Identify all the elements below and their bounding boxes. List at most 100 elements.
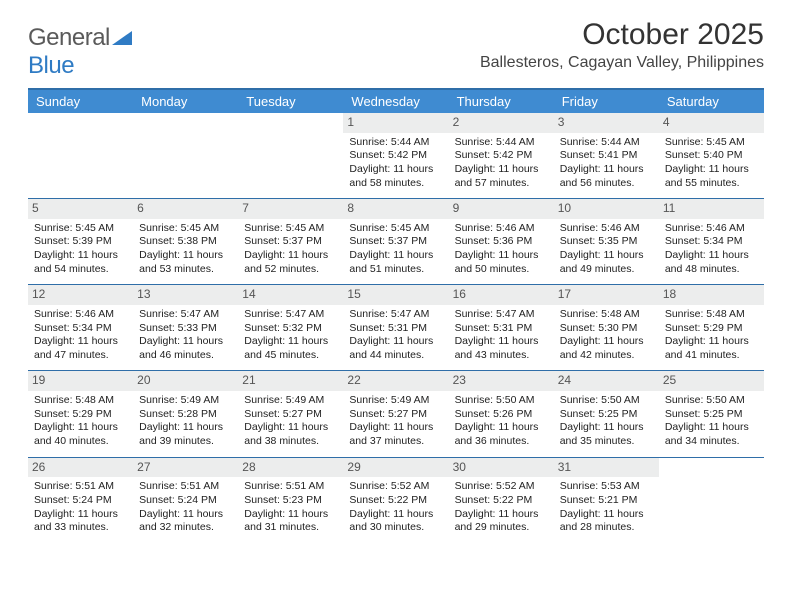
day-cell: 31Sunrise: 5:53 AMSunset: 5:21 PMDayligh… [554,458,659,543]
month-title: October 2025 [480,18,764,52]
day-number: 3 [554,113,659,133]
sunset-text: Sunset: 5:35 PM [560,235,653,249]
sunset-text: Sunset: 5:22 PM [349,494,442,508]
sunset-text: Sunset: 5:37 PM [244,235,337,249]
sunset-text: Sunset: 5:24 PM [34,494,127,508]
day-number: 20 [133,371,238,391]
day-number: 4 [659,113,764,133]
day-cell [659,458,764,543]
daylight-text: Daylight: 11 hours and 35 minutes. [560,421,653,448]
daylight-text: Daylight: 11 hours and 32 minutes. [139,508,232,535]
daylight-text: Daylight: 11 hours and 51 minutes. [349,249,442,276]
day-number: 26 [28,458,133,478]
day-cell: 22Sunrise: 5:49 AMSunset: 5:27 PMDayligh… [343,371,448,456]
day-number: 19 [28,371,133,391]
weekday-header: Friday [554,90,659,113]
day-number: 10 [554,199,659,219]
sunset-text: Sunset: 5:37 PM [349,235,442,249]
sunrise-text: Sunrise: 5:48 AM [34,394,127,408]
week-row: 12Sunrise: 5:46 AMSunset: 5:34 PMDayligh… [28,284,764,370]
sunset-text: Sunset: 5:39 PM [34,235,127,249]
daylight-text: Daylight: 11 hours and 54 minutes. [34,249,127,276]
day-number: 8 [343,199,448,219]
day-number: 23 [449,371,554,391]
brand-word2: Blue [28,52,74,79]
daylight-text: Daylight: 11 hours and 44 minutes. [349,335,442,362]
day-cell: 12Sunrise: 5:46 AMSunset: 5:34 PMDayligh… [28,285,133,370]
sunset-text: Sunset: 5:42 PM [349,149,442,163]
sunrise-text: Sunrise: 5:45 AM [139,222,232,236]
day-number: 13 [133,285,238,305]
day-number: 16 [449,285,554,305]
day-number: 15 [343,285,448,305]
weekday-header: Wednesday [343,90,448,113]
day-cell: 6Sunrise: 5:45 AMSunset: 5:38 PMDaylight… [133,199,238,284]
day-number: 17 [554,285,659,305]
day-cell: 20Sunrise: 5:49 AMSunset: 5:28 PMDayligh… [133,371,238,456]
sunrise-text: Sunrise: 5:47 AM [349,308,442,322]
week-row: 1Sunrise: 5:44 AMSunset: 5:42 PMDaylight… [28,113,764,198]
day-cell: 8 Sunrise: 5:45 AMSunset: 5:37 PMDaylight… [343,199,448,284]
day-number: 22 [343,371,448,391]
daylight-text: Daylight: 11 hours and 58 minutes. [349,163,442,190]
sunset-text: Sunset: 5:38 PM [139,235,232,249]
sunrise-text: Sunrise: 5:47 AM [244,308,337,322]
daylight-text: Daylight: 11 hours and 45 minutes. [244,335,337,362]
daylight-text: Daylight: 11 hours and 30 minutes. [349,508,442,535]
sunset-text: Sunset: 5:28 PM [139,408,232,422]
day-cell: 24Sunrise: 5:50 AMSunset: 5:25 PMDayligh… [554,371,659,456]
sunrise-text: Sunrise: 5:50 AM [455,394,548,408]
daylight-text: Daylight: 11 hours and 31 minutes. [244,508,337,535]
sunrise-text: Sunrise: 5:48 AM [560,308,653,322]
sunset-text: Sunset: 5:24 PM [139,494,232,508]
day-cell: 17Sunrise: 5:48 AMSunset: 5:30 PMDayligh… [554,285,659,370]
sunrise-text: Sunrise: 5:44 AM [455,136,548,150]
sunset-text: Sunset: 5:22 PM [455,494,548,508]
sunset-text: Sunset: 5:27 PM [244,408,337,422]
day-cell: 18Sunrise: 5:48 AMSunset: 5:29 PMDayligh… [659,285,764,370]
sunset-text: Sunset: 5:31 PM [349,322,442,336]
sunrise-text: Sunrise: 5:46 AM [560,222,653,236]
daylight-text: Daylight: 11 hours and 34 minutes. [665,421,758,448]
day-number: 2 [449,113,554,133]
weekday-header: Thursday [449,90,554,113]
sunrise-text: Sunrise: 5:49 AM [244,394,337,408]
week-row: 5Sunrise: 5:45 AMSunset: 5:39 PMDaylight… [28,198,764,284]
brand-logo: General Blue [28,24,132,80]
daylight-text: Daylight: 11 hours and 29 minutes. [455,508,548,535]
sunrise-text: Sunrise: 5:46 AM [34,308,127,322]
sunrise-text: Sunrise: 5:45 AM [34,222,127,236]
sunrise-text: Sunrise: 5:45 AM [244,222,337,236]
day-cell: 23Sunrise: 5:50 AMSunset: 5:26 PMDayligh… [449,371,554,456]
day-cell: 4Sunrise: 5:45 AMSunset: 5:40 PMDaylight… [659,113,764,198]
weekday-header: Monday [133,90,238,113]
day-cell: 26Sunrise: 5:51 AMSunset: 5:24 PMDayligh… [28,458,133,543]
sunset-text: Sunset: 5:27 PM [349,408,442,422]
sunrise-text: Sunrise: 5:45 AM [349,222,442,236]
brand-word1: General [28,24,110,51]
sunrise-text: Sunrise: 5:51 AM [34,480,127,494]
sunset-text: Sunset: 5:21 PM [560,494,653,508]
daylight-text: Daylight: 11 hours and 57 minutes. [455,163,548,190]
day-number [28,113,133,133]
sunset-text: Sunset: 5:42 PM [455,149,548,163]
sunset-text: Sunset: 5:40 PM [665,149,758,163]
day-cell: 3Sunrise: 5:44 AMSunset: 5:41 PMDaylight… [554,113,659,198]
sunrise-text: Sunrise: 5:52 AM [349,480,442,494]
day-cell: 21Sunrise: 5:49 AMSunset: 5:27 PMDayligh… [238,371,343,456]
day-number [659,458,764,478]
week-row: 19Sunrise: 5:48 AMSunset: 5:29 PMDayligh… [28,370,764,456]
day-number: 30 [449,458,554,478]
day-cell: 13Sunrise: 5:47 AMSunset: 5:33 PMDayligh… [133,285,238,370]
daylight-text: Daylight: 11 hours and 56 minutes. [560,163,653,190]
sunrise-text: Sunrise: 5:51 AM [244,480,337,494]
day-number: 24 [554,371,659,391]
day-cell: 25Sunrise: 5:50 AMSunset: 5:25 PMDayligh… [659,371,764,456]
weekday-header: Sunday [28,90,133,113]
week-row: 26Sunrise: 5:51 AMSunset: 5:24 PMDayligh… [28,457,764,543]
day-number [133,113,238,133]
weekday-header-row: SundayMondayTuesdayWednesdayThursdayFrid… [28,90,764,113]
day-number: 25 [659,371,764,391]
day-cell: 7Sunrise: 5:45 AMSunset: 5:37 PMDaylight… [238,199,343,284]
day-number: 14 [238,285,343,305]
